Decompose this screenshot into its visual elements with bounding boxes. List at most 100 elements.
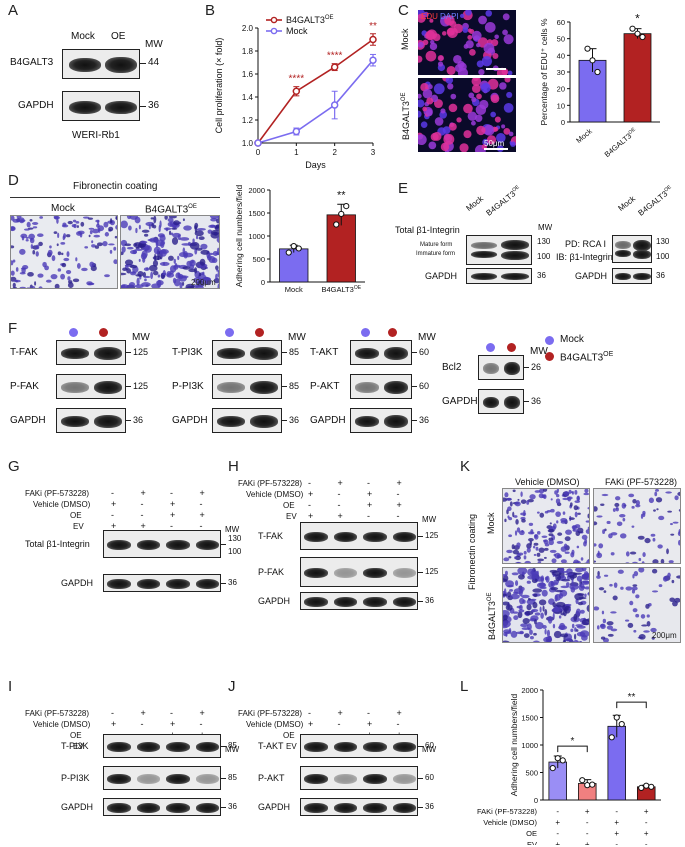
adherent-cell (563, 634, 566, 642)
adherent-cell (554, 589, 563, 593)
mw-tick (418, 572, 423, 573)
mw-tick (412, 420, 417, 421)
adherent-cell (208, 224, 216, 228)
cell-nucleus (426, 97, 434, 105)
cell-line-label: WERI-Rb1 (72, 130, 120, 141)
treatment-sign: + (614, 818, 619, 827)
y-tick-label: 1.2 (242, 116, 254, 125)
adherent-cell (555, 498, 561, 505)
mw-value: 100 (537, 252, 551, 261)
adherent-cell (576, 545, 580, 549)
cell-nucleus (501, 124, 506, 129)
adherent-cell (584, 586, 589, 590)
adherent-cell (21, 235, 25, 241)
adherent-cell (671, 579, 675, 584)
adherent-cell (555, 574, 561, 582)
treatment-sign: + (367, 719, 373, 729)
adherent-cell (628, 493, 635, 498)
mw-value: 130 (228, 534, 242, 543)
adherent-cell (88, 234, 91, 238)
blot-strip (478, 389, 524, 414)
adherent-cell (629, 600, 634, 606)
lane-dot-mock (486, 343, 496, 352)
blot-gapdh (612, 268, 652, 284)
adherent-cell (208, 252, 214, 256)
row-label: P-PI3K (172, 381, 204, 392)
cell-nucleus (448, 103, 458, 113)
adherent-cell (658, 515, 665, 521)
cell-nucleus (476, 125, 486, 136)
adherent-cell (583, 571, 589, 578)
adherent-cell (57, 268, 62, 272)
adherent-cell (88, 227, 95, 230)
cell-nucleus (448, 122, 457, 131)
cell-nucleus (504, 78, 511, 83)
cell-nucleus (503, 102, 514, 113)
cell-nucleus (508, 131, 514, 137)
row-label: GAPDH (61, 578, 94, 588)
adherent-cell (110, 218, 113, 224)
adherent-cell (594, 506, 598, 512)
adherent-cell (506, 497, 512, 501)
scale-label: 200μm (191, 278, 216, 287)
adherent-cell (651, 636, 655, 640)
adherent-cell (556, 489, 559, 493)
lane-dot-mock (361, 328, 371, 337)
adherent-cell (587, 513, 589, 519)
adherent-cell (674, 597, 680, 603)
adherent-cell (516, 527, 521, 533)
adherent-cell (141, 250, 148, 259)
treatment-sign: + (396, 478, 402, 488)
adherent-cell (128, 281, 136, 288)
adherent-cell (178, 275, 187, 282)
adherent-cell (650, 533, 656, 537)
adherent-cell (532, 545, 536, 549)
adherent-cell (215, 265, 219, 271)
treatment-label: Vehicle (DMSO) (33, 720, 91, 729)
adherent-cell (610, 552, 615, 556)
y-tick-label: 2.0 (242, 24, 254, 33)
treatment-sign: - (337, 719, 341, 729)
cell-nucleus (432, 131, 442, 141)
legend-sup: OE (325, 15, 334, 21)
mw-value: 100 (228, 547, 242, 556)
adherent-cell (550, 587, 559, 591)
adherent-cell (204, 276, 209, 284)
adherent-cell (200, 249, 210, 255)
adherent-cell (171, 227, 178, 230)
adherent-cell (562, 511, 566, 515)
adherent-cell (607, 633, 614, 637)
adherent-cell (658, 584, 663, 588)
blot-strip (103, 530, 221, 558)
adherent-cell (569, 517, 575, 520)
significance-mark: ** (337, 189, 346, 201)
y-tick-label: 60 (557, 18, 565, 27)
adherent-cell (534, 534, 538, 538)
adherent-cell (601, 610, 605, 615)
adherent-cell (127, 246, 134, 250)
adherent-cell (149, 237, 159, 243)
adherent-cell (643, 630, 650, 633)
adherent-cell (137, 270, 144, 277)
mw-value: 125 (133, 347, 149, 357)
adherent-cell (35, 251, 39, 257)
adherent-cell (572, 529, 579, 532)
mw-value: 36 (228, 802, 237, 811)
blot-rca-pulldown (612, 235, 652, 263)
replicate-point (608, 734, 615, 741)
replicate-point (589, 57, 596, 64)
category-sup: OE (354, 285, 362, 291)
treatment-label: Vehicle (DMSO) (33, 500, 91, 509)
treatment-sign: - (308, 500, 311, 510)
treatment-label: EV (286, 512, 297, 521)
treatment-sign: + (140, 521, 146, 531)
adherent-cell (565, 562, 569, 563)
replicate-point (579, 777, 586, 784)
adherent-cell (166, 272, 175, 278)
adherent-cell (631, 561, 639, 563)
adherent-cell (505, 604, 513, 611)
lane-dot-mock (224, 328, 234, 337)
adherent-cell (162, 272, 167, 276)
treatment-sign: - (140, 719, 144, 729)
